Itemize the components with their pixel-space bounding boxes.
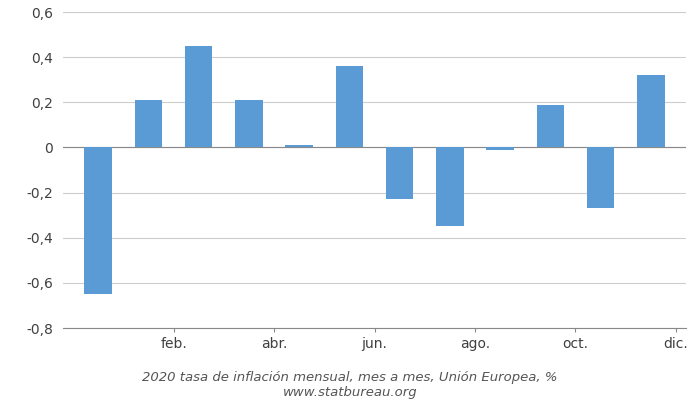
Bar (335, 66, 363, 148)
Text: 2020 tasa de inflación mensual, mes a mes, Unión Europea, %: 2020 tasa de inflación mensual, mes a me… (142, 372, 558, 384)
Bar (286, 145, 313, 148)
Bar (436, 148, 463, 226)
Bar (185, 46, 213, 148)
Text: www.statbureau.org: www.statbureau.org (283, 386, 417, 399)
Bar (386, 148, 414, 199)
Bar (134, 100, 162, 148)
Bar (85, 148, 112, 294)
Bar (235, 100, 262, 148)
Bar (536, 104, 564, 148)
Bar (486, 148, 514, 150)
Bar (637, 75, 664, 148)
Bar (587, 148, 615, 208)
